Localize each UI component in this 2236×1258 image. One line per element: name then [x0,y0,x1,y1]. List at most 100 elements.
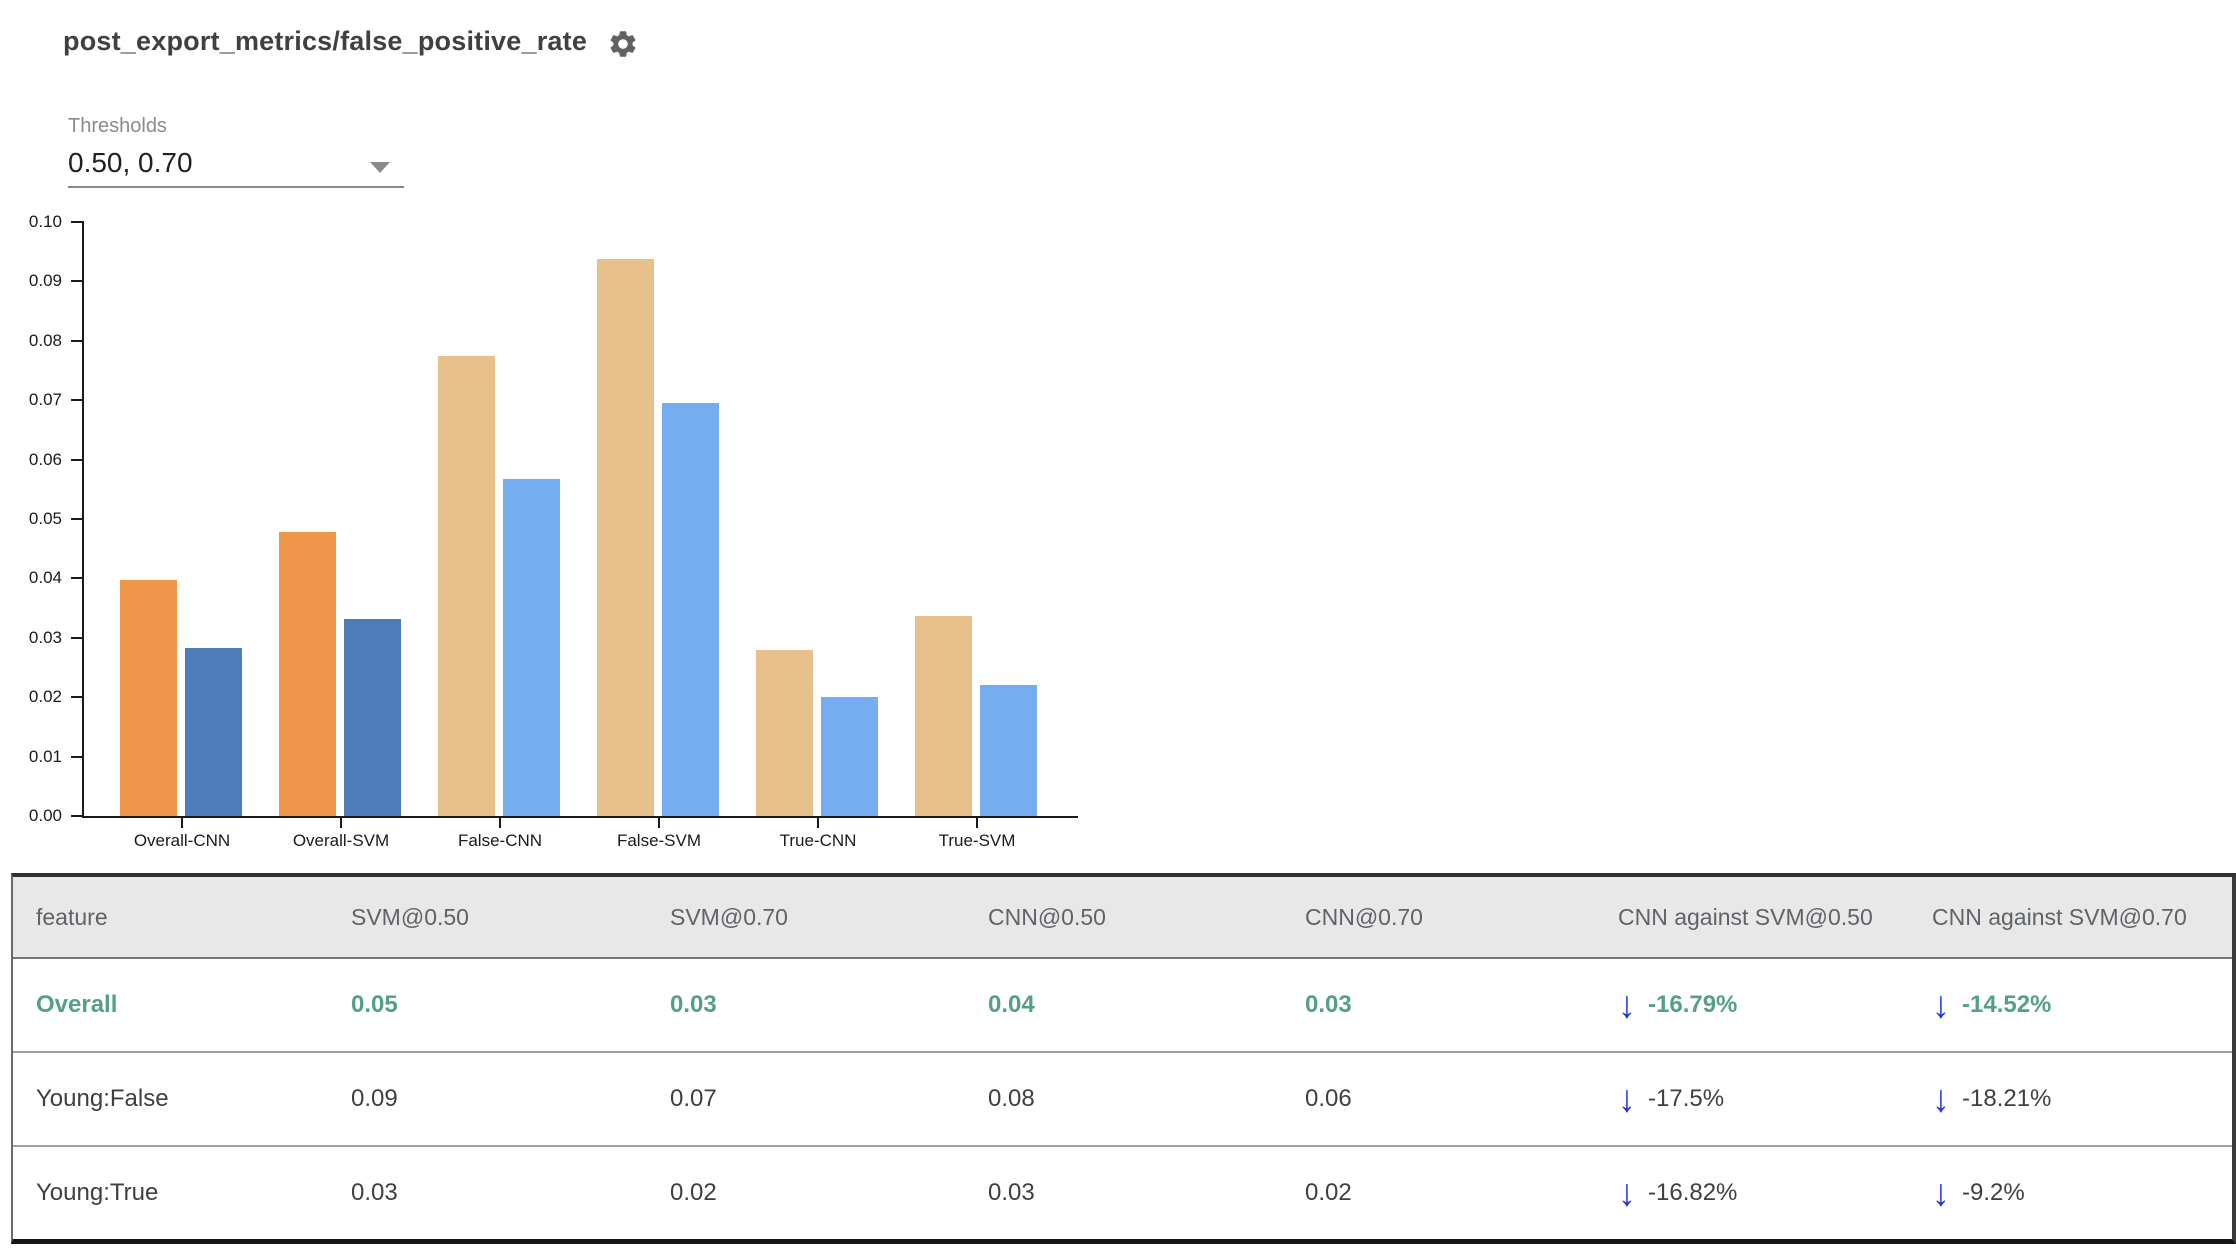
arrow-down-icon: ↓ [1932,982,1950,1026]
y-axis-tick [71,458,82,461]
metric-value: 0.03 [1305,991,1352,1018]
chevron-down-icon [370,162,390,173]
column-header-cnn-vs-svm-050: CNN against SVM@0.50 [1618,903,1873,930]
y-axis-label: 0.10 [28,212,62,231]
bar-False-SVM-threshold-0.70 [662,403,719,816]
metric-value: 0.02 [670,1179,717,1206]
x-axis-label: Overall-CNN [133,831,231,850]
settings-gear-icon[interactable] [607,28,639,60]
delta-cell: ↓ -14.52% [1932,959,2232,1051]
gear-icon [610,31,636,57]
bar-False-CNN-threshold-0.70 [503,478,560,816]
column-header-cnn-050: CNN@0.50 [988,903,1106,930]
y-axis-label: 0.04 [28,568,62,588]
column-header-svm-050: SVM@0.50 [351,903,469,930]
y-axis-label: 0.02 [28,687,62,707]
column-header-cnn-vs-svm-070: CNN against SVM@0.70 [1932,903,2187,930]
y-axis-tick [71,636,82,639]
y-axis-tick [71,577,82,580]
bar-Overall-SVM-threshold-0.70 [344,618,401,816]
y-axis-label: 0.01 [28,746,62,766]
x-axis-line [82,816,1078,818]
metric-value: 0.03 [988,1179,1035,1206]
x-axis-tick [181,818,183,828]
bar-chart: 0.00 0.01 0.02 0.03 0.04 0.05 0.06 0.07 0.08 0.09… [28,212,1078,850]
metric-value: 0.06 [1305,1085,1352,1112]
y-axis-tick [71,280,82,283]
y-axis-tick [71,518,82,520]
y-axis-tick [71,399,82,402]
arrow-down-icon: ↓ [1932,1076,1950,1120]
y-axis-label: 0.05 [28,509,62,528]
feature-name: Overall [36,991,118,1018]
bar-True-CNN-threshold-0.70 [821,696,878,816]
feature-name: Young:True [36,1179,159,1206]
metric-title: post_export_metrics/false_positive_rate [63,26,588,56]
dropdown-underline [68,186,404,188]
column-header-feature: feature [36,903,108,930]
delta-value: -16.82% [1648,1179,1738,1206]
bar-Overall-CNN-threshold-0.50 [120,579,177,816]
column-header-cnn-070: CNN@0.70 [1305,903,1423,930]
y-axis-label: 0.00 [28,806,62,825]
metric-value: 0.05 [351,991,398,1018]
feature-name: Young:False [36,1085,169,1112]
bar-Overall-CNN-threshold-0.70 [185,647,242,816]
column-header-svm-070: SVM@0.70 [670,903,788,930]
y-axis-tick [71,696,82,699]
delta-cell: ↓ -16.79% [1618,959,1932,1051]
metric-value: 0.04 [988,991,1035,1018]
thresholds-value: 0.50, 0.70 [68,147,193,178]
metric-value: 0.09 [351,1085,398,1112]
y-axis-label: 0.03 [28,627,62,647]
y-axis-label: 0.09 [28,271,62,291]
delta-cell: ↓ -18.21% [1932,1053,2232,1145]
arrow-down-icon: ↓ [1932,1170,1950,1214]
delta-value: -9.2% [1962,1179,2025,1206]
y-axis-label: 0.07 [28,390,62,410]
y-axis-label: 0.08 [28,330,62,350]
x-axis-tick [976,818,978,828]
arrow-down-icon: ↓ [1618,1076,1636,1120]
x-axis-label: True-SVM [938,831,1016,850]
delta-value: -16.79% [1648,991,1738,1018]
bar-False-CNN-threshold-0.50 [438,355,495,816]
arrow-down-icon: ↓ [1618,982,1636,1026]
x-axis-label: Overall-SVM [292,831,390,850]
delta-value: -18.21% [1962,1085,2052,1112]
bar-True-CNN-threshold-0.50 [756,649,813,816]
y-axis-line [82,221,84,818]
bar-False-SVM-threshold-0.50 [597,259,654,816]
bar-True-SVM-threshold-0.50 [915,615,972,816]
x-axis-label: False-CNN [457,831,543,850]
delta-value: -14.52% [1962,991,2052,1018]
delta-value: -17.5% [1648,1085,1725,1112]
metric-value: 0.03 [670,991,717,1018]
delta-cell: ↓ -9.2% [1932,1147,2232,1239]
table-row-overall: Overall 0.05 0.03 0.04 0.03 ↓ -16.79% ↓ … [13,957,2232,1051]
metric-value: 0.07 [670,1085,717,1112]
delta-cell: ↓ -16.82% [1618,1147,1932,1239]
x-axis-label: True-CNN [779,831,857,850]
x-axis-tick [340,818,342,828]
thresholds-label: Thresholds [68,115,167,137]
table-row-young-false: Young:False 0.09 0.07 0.08 0.06 ↓ -17.5%… [13,1051,2232,1145]
metrics-table: feature SVM@0.50 SVM@0.70 CNN@0.50 CNN@0… [11,873,2236,1244]
x-axis-label: False-SVM [616,831,702,850]
table-header-row: feature SVM@0.50 SVM@0.70 CNN@0.50 CNN@0… [13,877,2232,957]
x-axis-tick [817,818,819,828]
delta-cell: ↓ -17.5% [1618,1053,1932,1145]
y-axis-tick [71,339,82,342]
x-axis-tick [658,818,660,828]
metric-value: 0.02 [1305,1179,1352,1206]
x-axis-tick [499,818,501,828]
metric-value: 0.08 [988,1085,1035,1112]
y-axis-tick [71,815,82,817]
bar-True-SVM-threshold-0.70 [980,685,1037,816]
arrow-down-icon: ↓ [1618,1170,1636,1214]
y-axis-tick [71,755,82,758]
metric-value: 0.03 [351,1179,398,1206]
bar-Overall-SVM-threshold-0.50 [279,532,336,816]
y-axis-tick [71,221,82,223]
